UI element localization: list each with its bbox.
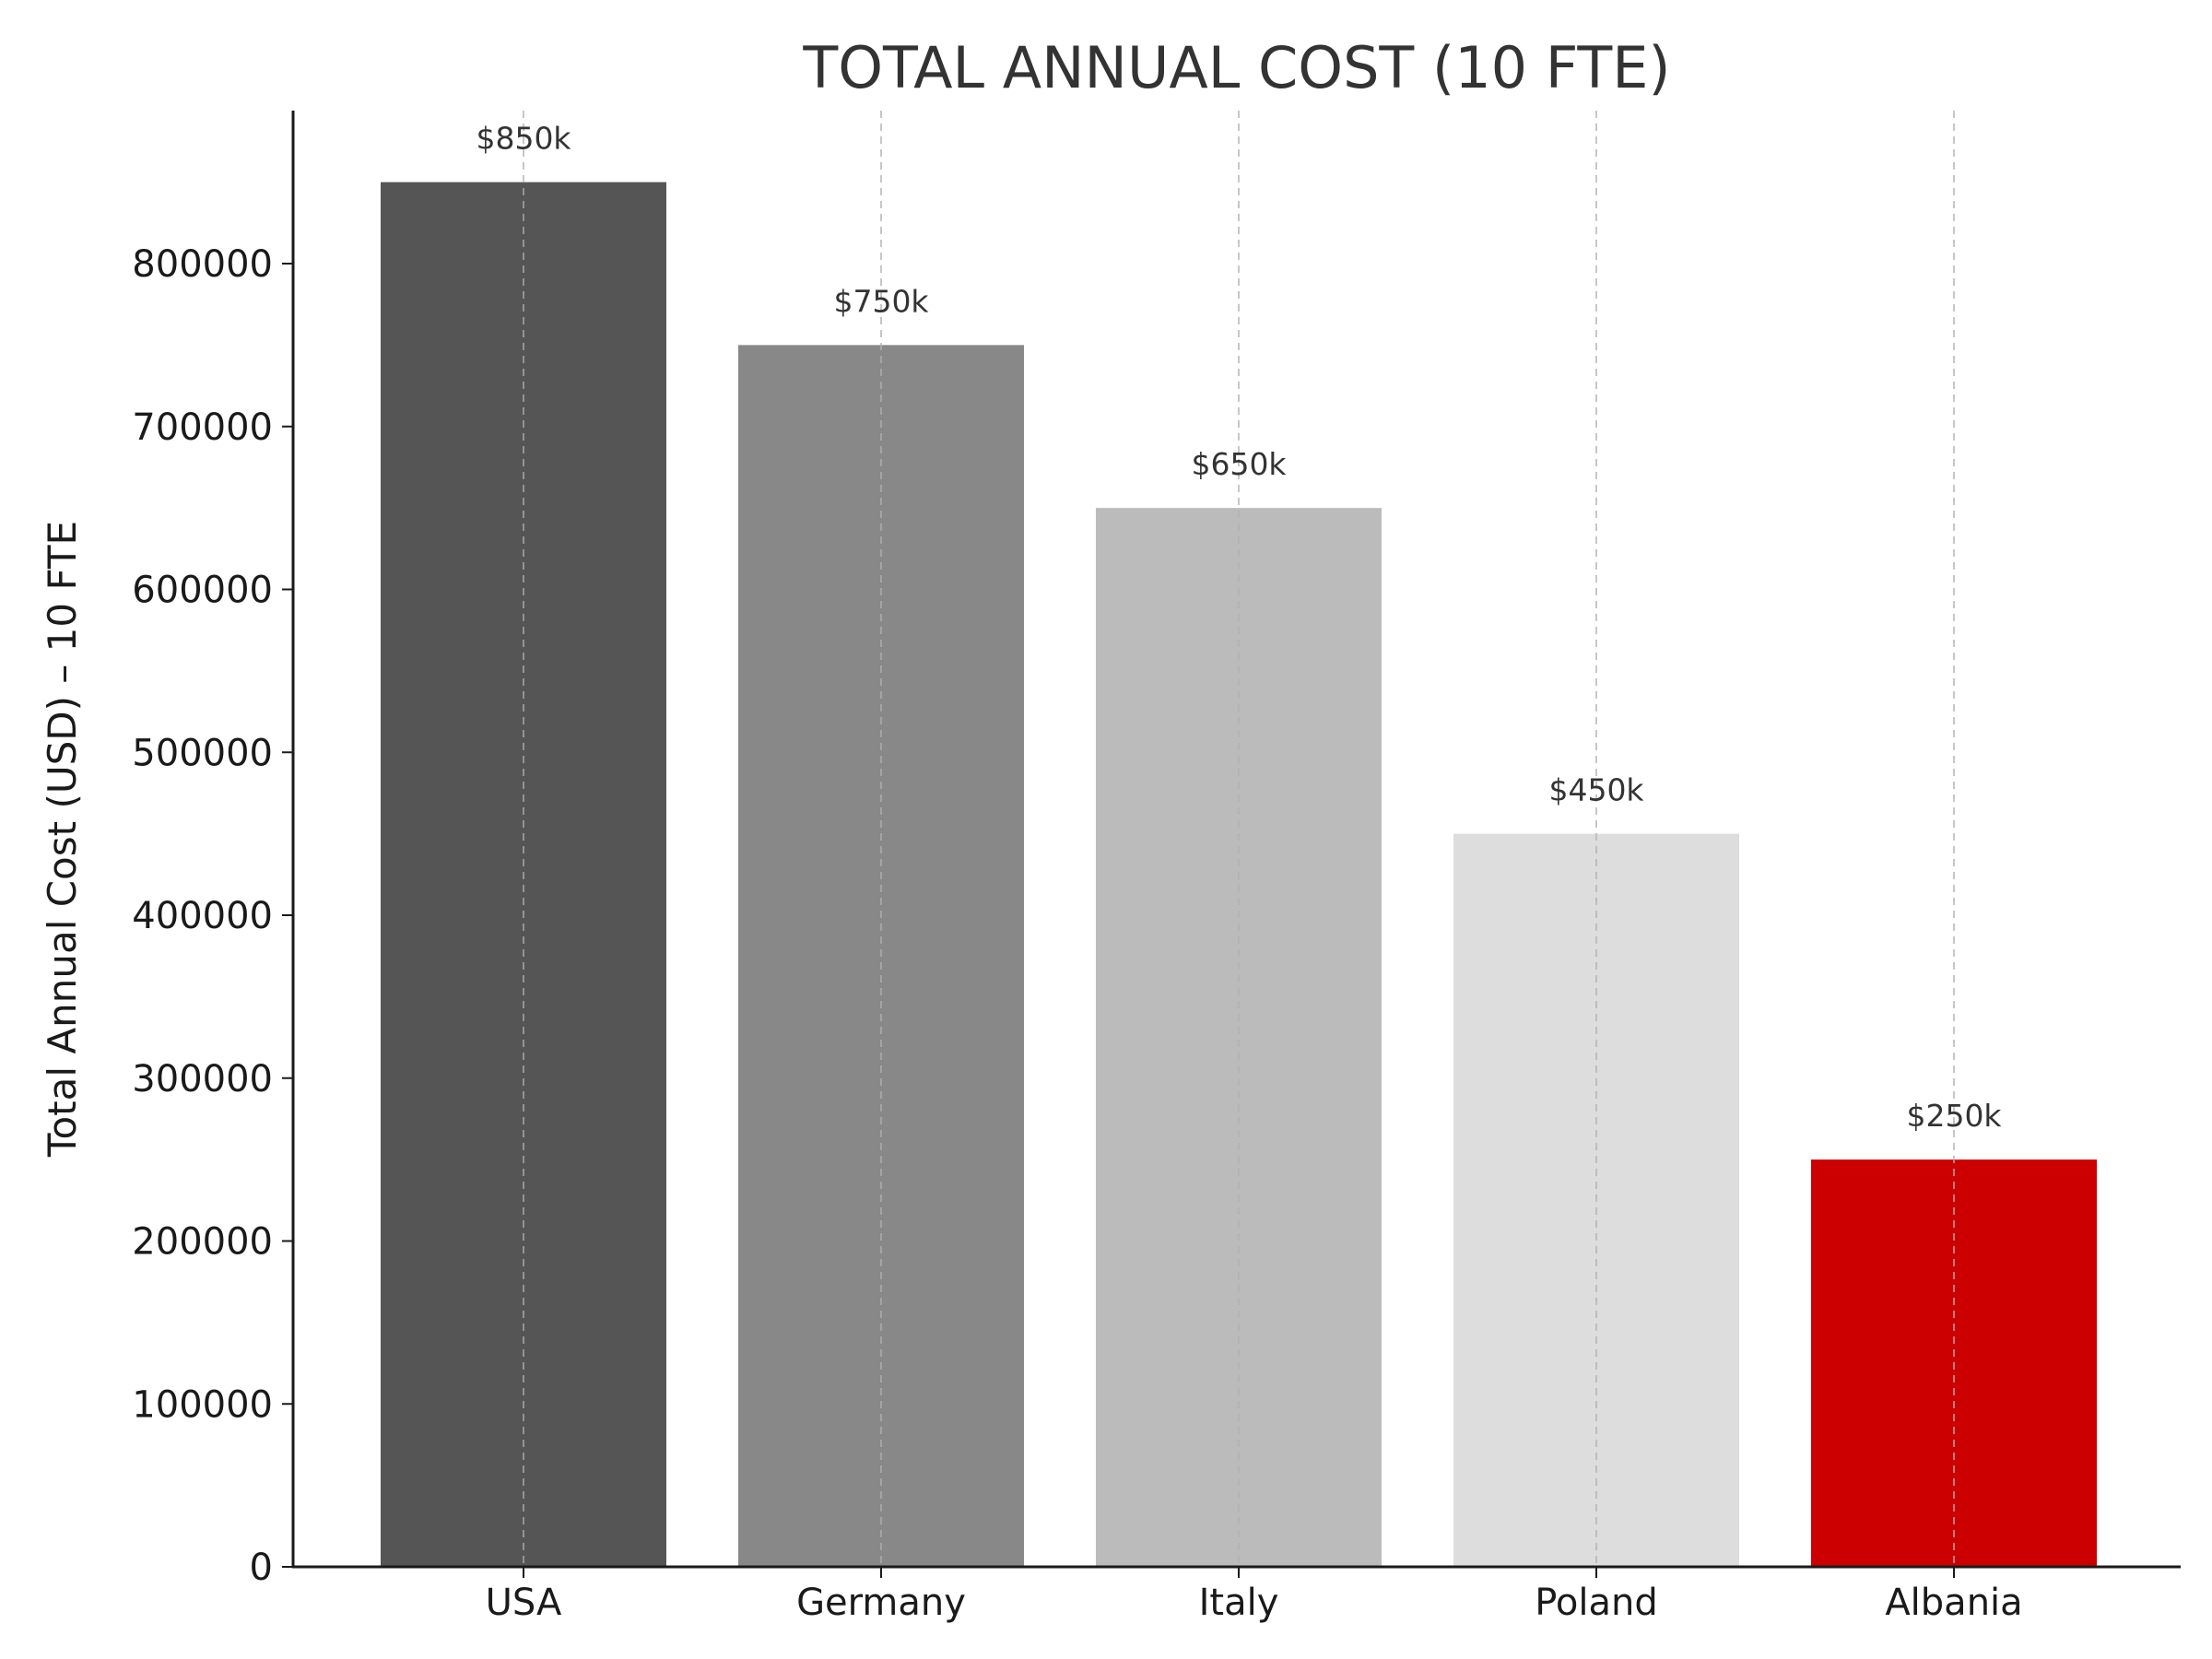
data-label: $850k [476,121,571,157]
data-label: $650k [1191,446,1287,482]
x-tick-label: USA [486,1582,562,1624]
x-tick-label: Italy [1199,1582,1279,1624]
y-tick-label: 700000 [132,406,273,449]
y-tick-label: 300000 [132,1058,273,1100]
y-tick-label: 500000 [132,732,273,774]
y-tick-label: 100000 [132,1383,273,1426]
y-tick-label: 0 [250,1547,273,1589]
y-tick-label: 800000 [132,243,273,286]
data-label: $750k [833,283,929,319]
x-tick-label: Germany [796,1582,966,1624]
x-tick-label: Poland [1535,1582,1658,1624]
x-tick-label: Albania [1885,1582,2022,1624]
y-tick-label: 200000 [132,1221,273,1264]
data-label: $450k [1548,772,1644,808]
data-label: $250k [1906,1098,2002,1134]
y-tick-label: 400000 [132,895,273,937]
chart-title: TOTAL ANNUAL COST (10 FTE) [802,34,1670,101]
y-tick-label: 600000 [132,570,273,612]
y-axis-label: Total Annual Cost (USD) – 10 FTE [40,521,85,1158]
